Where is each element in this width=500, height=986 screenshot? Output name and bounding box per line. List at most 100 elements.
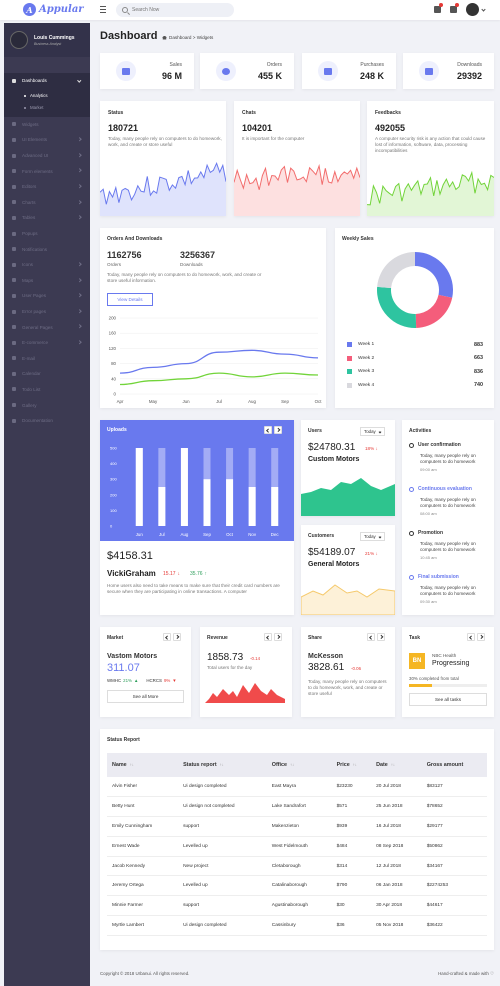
prev-button[interactable] bbox=[163, 633, 171, 641]
next-button[interactable] bbox=[377, 633, 385, 641]
column-header[interactable]: Date ↑↓ bbox=[371, 753, 422, 777]
next-button[interactable] bbox=[274, 426, 282, 434]
card-title: Revenue bbox=[207, 635, 228, 641]
table-row[interactable]: Jacob Kennedy New project Cletaborough $314… bbox=[107, 856, 487, 877]
chevron-icon bbox=[76, 153, 81, 157]
x-tick-label: Nov bbox=[248, 532, 257, 537]
sort-icon[interactable]: ↑↓ bbox=[290, 762, 295, 767]
sidebar-item-charts[interactable]: Charts bbox=[4, 195, 90, 211]
legend-value: 836 bbox=[474, 368, 483, 375]
table-row[interactable]: Jeremy Ortega Levelled up Catalinaborough $… bbox=[107, 875, 487, 897]
sidebar-item-ui-elements[interactable]: UI Elements bbox=[4, 132, 90, 148]
sidebar-item-calendar[interactable]: Calendar bbox=[4, 366, 90, 382]
sidebar-item-documentation[interactable]: Documentation bbox=[4, 413, 90, 429]
sidebar-item-tables[interactable]: Tables bbox=[4, 210, 90, 226]
nav-icon bbox=[12, 371, 16, 376]
sort-icon[interactable]: ↑↓ bbox=[352, 762, 357, 767]
chevron-down-icon bbox=[378, 535, 382, 538]
sidebar-item-editors[interactable]: Editors bbox=[4, 179, 90, 195]
sidebar-item-todo-list[interactable]: Todo List bbox=[4, 382, 90, 398]
mail-icon[interactable] bbox=[434, 6, 441, 13]
sidebar-item-notifications[interactable]: Notifications bbox=[4, 241, 90, 257]
sort-icon[interactable]: ↑↓ bbox=[219, 762, 224, 767]
sidebar-subitem-analytics[interactable]: Analytics bbox=[24, 90, 90, 102]
see-all-more-button[interactable]: See all More bbox=[107, 690, 184, 703]
sidebar-item-label: Dashboards bbox=[22, 78, 47, 84]
prev-button[interactable] bbox=[367, 633, 375, 641]
next-button[interactable] bbox=[173, 633, 181, 641]
breadcrumb[interactable]: Dashboard > Widgets bbox=[162, 35, 213, 40]
card-value: 104201 bbox=[242, 123, 273, 133]
table-cell: Ui design not completed bbox=[178, 796, 267, 818]
donut-slice-1 bbox=[415, 252, 453, 298]
column-header[interactable]: Price ↑↓ bbox=[331, 753, 372, 777]
customers-period-select[interactable]: Today bbox=[360, 532, 385, 541]
sidebar-item-form-elements[interactable]: Form elements bbox=[4, 163, 90, 179]
next-button[interactable] bbox=[477, 633, 485, 641]
table-row[interactable]: Myrtle Lambert Ui design completed Cassinb… bbox=[107, 915, 487, 936]
menu-toggle-icon[interactable] bbox=[100, 6, 106, 13]
sort-icon[interactable]: ↑↓ bbox=[390, 762, 395, 767]
table-row[interactable]: Alvin Fisher Ui design completed East Mayr… bbox=[107, 777, 487, 798]
sidebar-item-popups[interactable]: Popups bbox=[4, 226, 90, 242]
column-header-label: Gross amount bbox=[426, 762, 464, 768]
bell-icon[interactable] bbox=[450, 6, 457, 13]
uploads-amount: $4158.31 bbox=[107, 550, 153, 562]
chevron-icon bbox=[76, 309, 81, 313]
prev-button[interactable] bbox=[264, 633, 272, 641]
sidebar-item-user-pages[interactable]: User Pages bbox=[4, 288, 90, 304]
next-button[interactable] bbox=[274, 633, 282, 641]
sidebar-item-maps[interactable]: Maps bbox=[4, 273, 90, 289]
chevron-icon bbox=[76, 324, 81, 329]
change-down: 15.17 ↓ bbox=[163, 571, 180, 577]
sidebar-item-label: Charts bbox=[22, 199, 36, 205]
sidebar-item-e-mail[interactable]: E-mail bbox=[4, 351, 90, 367]
legend-swatch bbox=[347, 342, 352, 348]
search-input[interactable] bbox=[132, 7, 222, 13]
y-tick-label: 120 bbox=[109, 346, 117, 351]
sidebar-item-label: Widgets bbox=[22, 121, 39, 127]
sidebar-subitem-market[interactable]: Market bbox=[24, 102, 90, 114]
users-period-select[interactable]: Today bbox=[360, 427, 385, 436]
task-progress-text: 30% completed from total bbox=[409, 676, 459, 681]
profile-panel[interactable]: Louis Cummings Business Analyst bbox=[4, 23, 90, 57]
column-header[interactable]: Name ↑↓ bbox=[107, 753, 179, 777]
prev-button[interactable] bbox=[467, 633, 475, 641]
sort-icon[interactable]: ↑↓ bbox=[129, 762, 134, 767]
column-header[interactable]: Status report ↑↓ bbox=[178, 753, 267, 777]
sidebar-item-icons[interactable]: Icons bbox=[4, 257, 90, 273]
app-logo[interactable]: A Appular bbox=[23, 3, 84, 16]
card-title: Feedbacks bbox=[375, 110, 401, 116]
prev-button[interactable] bbox=[264, 426, 272, 434]
sidebar-item-label: Tables bbox=[22, 215, 36, 221]
chevron-down-icon[interactable] bbox=[481, 7, 486, 12]
table-row[interactable]: Minnie Farmer support Agustinaborough $30 30… bbox=[107, 895, 487, 917]
table-row[interactable]: Betty Hunt Ui design not completed Lake Sa… bbox=[107, 796, 487, 818]
legend-value: 740 bbox=[474, 382, 483, 389]
customers-pct-value: 21% bbox=[365, 551, 375, 556]
sidebar-item-error-pages[interactable]: Error pages bbox=[4, 304, 90, 320]
sidebar-item-e-commerce[interactable]: E-commerce bbox=[4, 335, 90, 351]
search-bar[interactable] bbox=[116, 3, 234, 17]
table-cell: Levelled up bbox=[178, 875, 267, 897]
sidebar-item-widgets[interactable]: Widgets bbox=[4, 117, 90, 133]
see-all-tasks-button[interactable]: See all tasks bbox=[409, 693, 487, 706]
sidebar-item-gallery[interactable]: Gallery bbox=[4, 397, 90, 413]
top-bar: A Appular bbox=[0, 0, 500, 20]
table-cell: support bbox=[178, 816, 267, 837]
chevron-icon bbox=[76, 184, 81, 188]
nav-icon bbox=[12, 247, 16, 252]
sidebar-item-advanced-ui[interactable]: Advanced UI bbox=[4, 148, 90, 164]
sidebar-item-general-pages[interactable]: General Pages bbox=[4, 319, 90, 335]
table-row[interactable]: Ernest Wade Levelled up West Fidelmouth $48… bbox=[107, 836, 487, 857]
users-amount: $24780.31 bbox=[308, 442, 356, 453]
column-header[interactable]: Office ↑↓ bbox=[266, 753, 332, 777]
view-details-button[interactable]: View Details bbox=[107, 293, 153, 306]
table-row[interactable]: Emily Cunningham support Makenzieton $939 16… bbox=[107, 816, 487, 837]
column-header[interactable]: Gross amount bbox=[421, 753, 487, 777]
sparkline-line bbox=[234, 163, 360, 190]
breadcrumb-text: Dashboard > Widgets bbox=[169, 35, 214, 40]
user-avatar[interactable] bbox=[466, 3, 479, 16]
sidebar-item-dashboards[interactable]: Dashboards bbox=[4, 73, 90, 89]
activities-card: Activities User confirmation Today, many … bbox=[402, 420, 494, 615]
